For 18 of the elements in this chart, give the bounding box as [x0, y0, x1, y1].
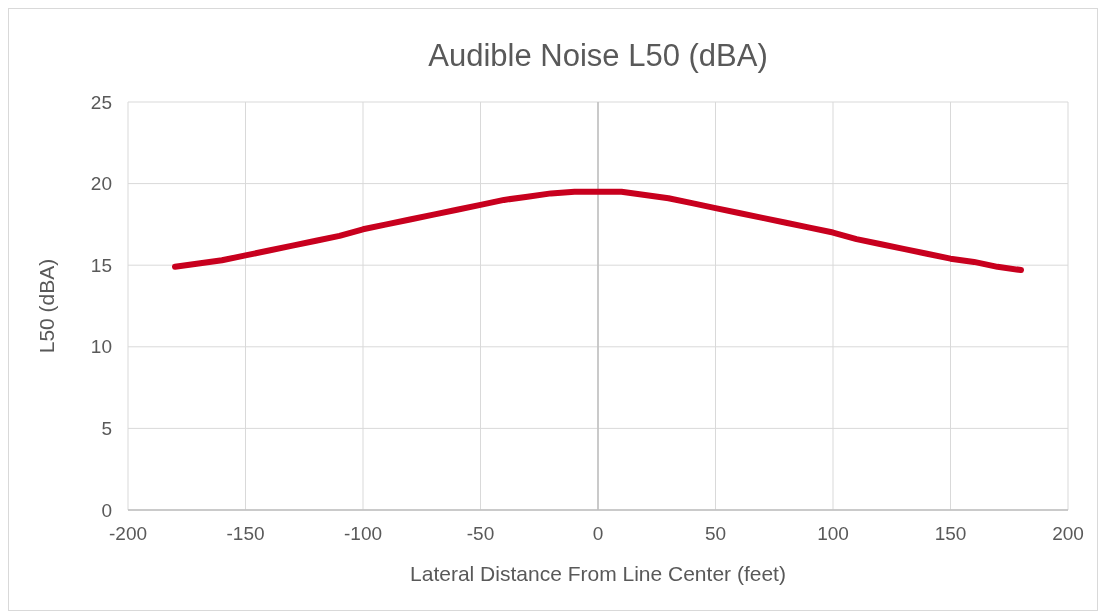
x-tick-label: -150 [226, 523, 265, 544]
y-axis-title: L50 (dBA) [35, 258, 58, 354]
x-tick-label: 0 [592, 523, 604, 544]
y-tick-label: 20 [90, 173, 112, 195]
y-tick-label: 25 [90, 91, 112, 113]
y-tick-label: 0 [101, 499, 112, 521]
x-tick-label: 200 [1052, 523, 1084, 544]
x-tick-label: -100 [343, 523, 383, 544]
x-axis-title: Lateral Distance From Line Center (feet) [410, 562, 786, 585]
x-tick-label: 150 [934, 523, 967, 544]
y-tick-label: 5 [101, 418, 112, 440]
x-tick-label: -50 [466, 523, 495, 544]
y-tick-label: 10 [90, 336, 112, 358]
chart-title: Audible Noise L50 (dBA) [428, 38, 768, 73]
x-tick-label: 100 [817, 523, 849, 544]
x-tick-label: -200 [108, 523, 148, 544]
x-tick-label: 50 [704, 523, 727, 544]
y-tick-label: 15 [90, 254, 112, 276]
